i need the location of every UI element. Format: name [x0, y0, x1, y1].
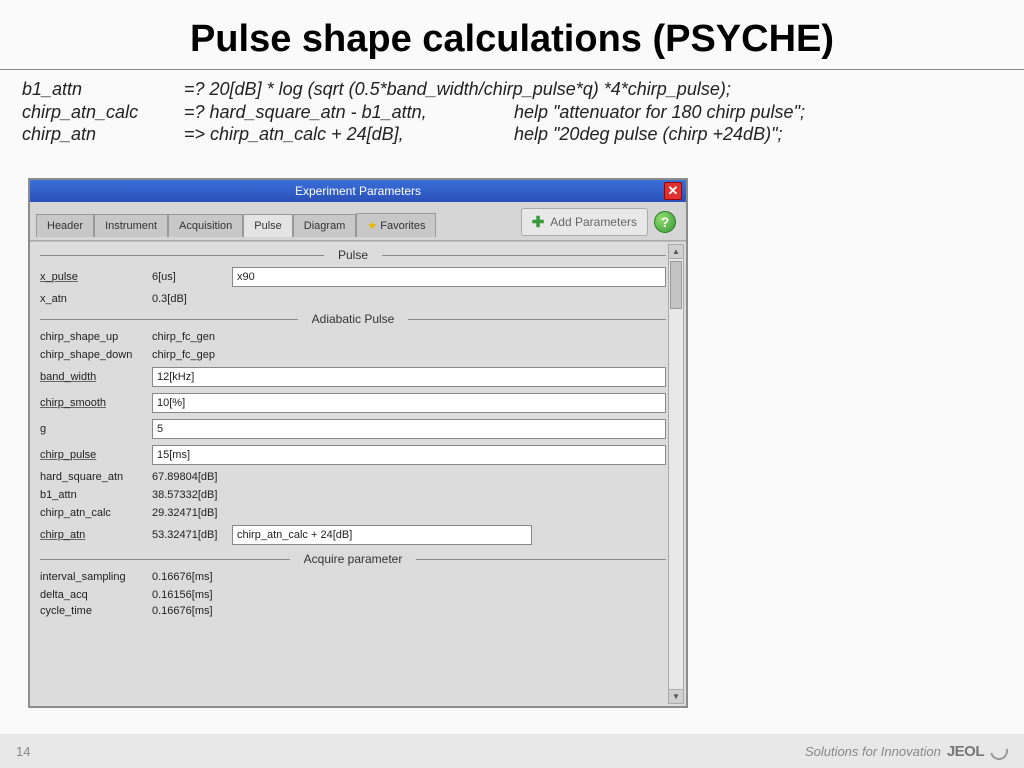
tab-instrument[interactable]: Instrument [94, 214, 168, 237]
param-row: chirp_smooth [36, 390, 684, 416]
tab-acquisition[interactable]: Acquisition [168, 214, 243, 237]
star-icon: ★ [367, 219, 377, 232]
param-input[interactable] [152, 367, 666, 387]
code-help-1: help "attenuator for 180 chirp pulse"; [514, 101, 854, 124]
tab-favorites-label: Favorites [380, 220, 425, 232]
section-acquire-label: Acquire parameter [290, 552, 417, 566]
param-row: chirp_pulse [36, 442, 684, 468]
param-label: interval_sampling [40, 571, 152, 583]
page-number: 14 [16, 744, 30, 759]
section-acquire: Acquire parameter [40, 552, 666, 566]
code-expr-2: => chirp_atn_calc + 24[dB], [184, 123, 514, 146]
param-row: x_pulse6[us] [36, 264, 684, 290]
param-label: hard_square_atn [40, 471, 152, 483]
window-body: Pulse x_pulse6[us]x_atn0.3[dB] Adiabatic… [30, 241, 686, 706]
param-value: chirp_fc_gep [152, 349, 232, 361]
scroll-down-icon[interactable]: ▼ [669, 689, 683, 703]
section-pulse-label: Pulse [324, 248, 382, 262]
param-label: chirp_shape_up [40, 331, 152, 343]
window-toolbar: Header Instrument Acquisition Pulse Diag… [30, 202, 686, 241]
plus-icon: ✚ [532, 213, 545, 231]
footer-tagline: Solutions for Innovation [805, 744, 941, 759]
param-input[interactable] [152, 393, 666, 413]
footer-brand: Solutions for Innovation JEOL [805, 742, 1008, 760]
tab-diagram[interactable]: Diagram [293, 214, 357, 237]
param-label: chirp_shape_down [40, 349, 152, 361]
window-title-text: Experiment Parameters [295, 184, 421, 198]
param-value: 0.16676[ms] [152, 571, 232, 583]
section-adiabatic-label: Adiabatic Pulse [298, 312, 409, 326]
param-value: 38.57332[dB] [152, 489, 232, 501]
code-expr-0: =? 20[dB] * log (sqrt (0.5*band_width/ch… [184, 78, 1002, 101]
param-label: chirp_atn_calc [40, 507, 152, 519]
param-row: cycle_time0.16676[ms] [36, 604, 684, 618]
scroll-thumb[interactable] [670, 261, 682, 309]
brand-logo: JEOL [947, 743, 984, 760]
add-parameters-button[interactable]: ✚ Add Parameters [521, 208, 648, 236]
code-expr-1: =? hard_square_atn - b1_attn, [184, 101, 514, 124]
add-parameters-label: Add Parameters [550, 215, 637, 229]
param-label[interactable]: band_width [40, 371, 152, 383]
scroll-up-icon[interactable]: ▲ [669, 245, 683, 259]
section-pulse: Pulse [40, 248, 666, 262]
param-row: interval_sampling0.16676[ms] [36, 568, 684, 586]
param-value: 67.89804[dB] [152, 471, 232, 483]
help-icon[interactable]: ? [654, 211, 676, 233]
param-label: b1_attn [40, 489, 152, 501]
param-row: g [36, 416, 684, 442]
section-adiabatic: Adiabatic Pulse [40, 312, 666, 326]
param-value: 53.32471[dB] [152, 529, 232, 541]
param-value: 0.16156[ms] [152, 589, 232, 601]
param-label[interactable]: x_pulse [40, 271, 152, 283]
param-input[interactable] [152, 419, 666, 439]
code-help-2: help "20deg pulse (chirp +24dB)"; [514, 123, 854, 146]
param-row: chirp_shape_upchirp_fc_gen [36, 328, 684, 346]
param-row: x_atn0.3[dB] [36, 290, 684, 308]
code-param-2: chirp_atn [22, 123, 184, 146]
param-row: band_width [36, 364, 684, 390]
param-input[interactable] [232, 267, 666, 287]
param-value: 0.3[dB] [152, 293, 232, 305]
param-label[interactable]: chirp_pulse [40, 449, 152, 461]
scrollbar[interactable]: ▲ ▼ [668, 244, 684, 704]
param-value: 29.32471[dB] [152, 507, 232, 519]
slide-title: Pulse shape calculations (PSYCHE) [0, 0, 1024, 70]
param-label[interactable]: g [40, 423, 152, 435]
window-titlebar: Experiment Parameters ✕ [30, 180, 686, 202]
param-row: chirp_shape_downchirp_fc_gep [36, 346, 684, 364]
swoosh-icon [987, 739, 1012, 764]
param-label: cycle_time [40, 605, 152, 617]
param-row: chirp_atn_calc29.32471[dB] [36, 504, 684, 522]
param-row: hard_square_atn67.89804[dB] [36, 468, 684, 486]
slide-footer: 14 Solutions for Innovation JEOL [0, 734, 1024, 768]
param-value: 6[us] [152, 271, 232, 283]
param-label[interactable]: chirp_atn [40, 529, 152, 541]
param-label: delta_acq [40, 589, 152, 601]
param-label: x_atn [40, 293, 152, 305]
experiment-parameters-window: Experiment Parameters ✕ Header Instrumen… [28, 178, 688, 708]
param-row: chirp_atn53.32471[dB] [36, 522, 684, 548]
tab-header[interactable]: Header [36, 214, 94, 237]
param-value: 0.16676[ms] [152, 605, 232, 617]
param-input[interactable] [232, 525, 532, 545]
code-param-0: b1_attn [22, 78, 184, 101]
param-input[interactable] [152, 445, 666, 465]
code-block: b1_attn =? 20[dB] * log (sqrt (0.5*band_… [0, 70, 1024, 156]
param-label[interactable]: chirp_smooth [40, 397, 152, 409]
close-icon[interactable]: ✕ [664, 182, 682, 200]
param-value: chirp_fc_gen [152, 331, 232, 343]
param-row: b1_attn38.57332[dB] [36, 486, 684, 504]
tab-pulse[interactable]: Pulse [243, 214, 293, 237]
tab-favorites[interactable]: ★Favorites [356, 213, 436, 237]
param-row: delta_acq0.16156[ms] [36, 586, 684, 604]
code-param-1: chirp_atn_calc [22, 101, 184, 124]
